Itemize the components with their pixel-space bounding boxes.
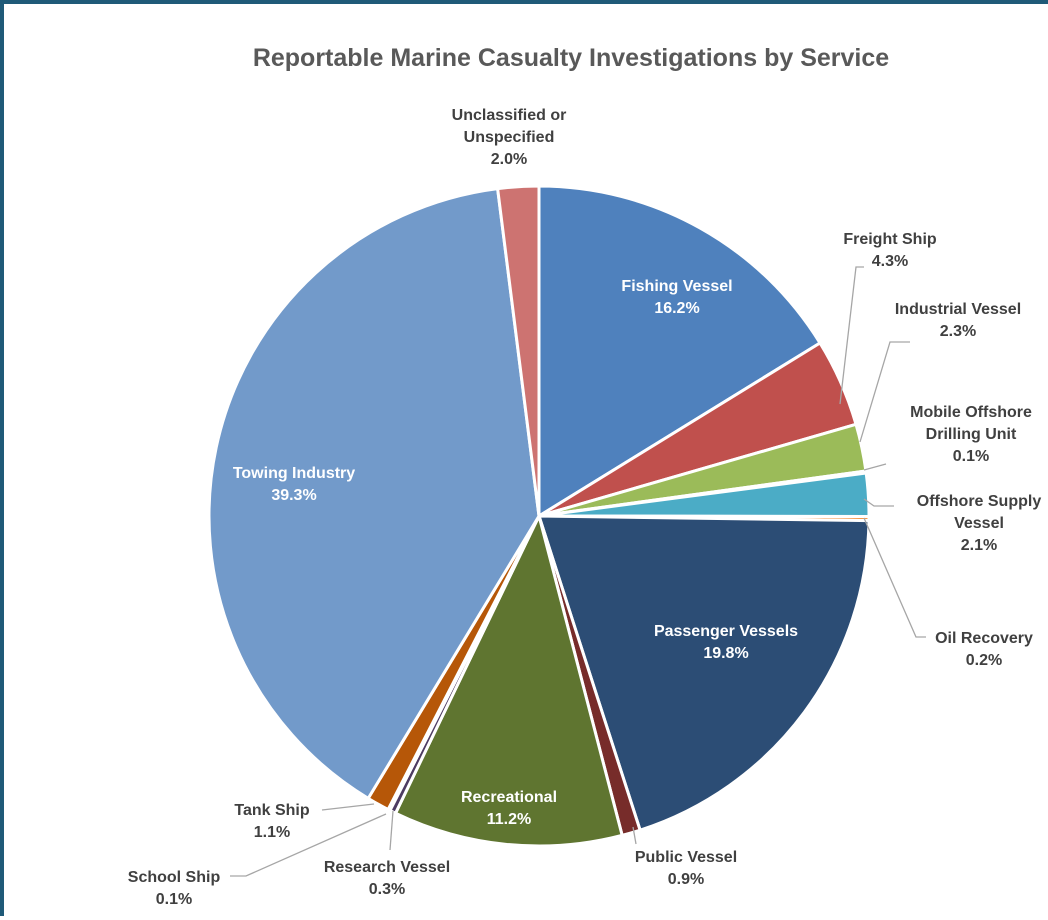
- slice-label-passenger-vessels: Passenger Vessels 19.8%: [654, 623, 798, 662]
- slice-label-industrial-vessel: Industrial Vessel 2.3%: [895, 301, 1021, 340]
- leader-line-freight-ship: [839, 266, 864, 405]
- leader-line-research-vessel: [389, 810, 394, 851]
- slice-label-towing-industry: Towing Industry 39.3%: [233, 465, 355, 504]
- pie-slice-towing-industry: [207, 187, 541, 800]
- leader-line-industrial-vessel: [859, 341, 910, 443]
- slice-labels: Fishing Vessel 16.2% Freight Ship 4.3% Indus…: [128, 107, 1042, 908]
- slice-label-school-ship: School Ship 0.1%: [128, 869, 221, 908]
- slice-label-offshore-supply-vessel: Offshore Supply Vessel 2.1%: [917, 493, 1042, 554]
- leader-line-offshore-supply-vessel: [863, 498, 894, 507]
- pie-slice-unclassified-or-unspecified: [496, 184, 541, 518]
- leader-line-school-ship: [230, 813, 387, 877]
- slice-label-mobile-offshore-drilling-unit: Mobile Offshore Drilling Unit 0.1%: [910, 404, 1032, 465]
- pie-slice-recreational: [394, 514, 624, 848]
- leader-line-oil-recovery: [863, 517, 926, 638]
- pie-slice-passenger-vessels: [537, 514, 871, 832]
- slice-label-public-vessel: Public Vessel 0.9%: [635, 849, 737, 888]
- slice-label-research-vessel: Research Vessel 0.3%: [324, 859, 450, 898]
- slice-label-fishing-vessel: Fishing Vessel 16.2%: [621, 278, 732, 317]
- pie-chart: Reportable Marine Casualty Investigation…: [128, 44, 1042, 908]
- leader-lines: [230, 266, 926, 877]
- slice-label-freight-ship: Freight Ship 4.3%: [843, 231, 937, 270]
- slice-label-unclassified-or-unspecified: Unclassified or Unspecified 2.0%: [452, 107, 567, 168]
- leader-line-mobile-offshore-drilling-unit: [863, 463, 887, 471]
- slice-label-oil-recovery: Oil Recovery 0.2%: [935, 630, 1033, 669]
- chart-title: Reportable Marine Casualty Investigation…: [253, 44, 889, 72]
- leader-line-tank-ship: [321, 803, 375, 811]
- leader-line-public-vessel: [632, 826, 637, 845]
- slice-label-recreational: Recreational 11.2%: [461, 789, 557, 828]
- slice-label-tank-ship: Tank Ship 1.1%: [234, 802, 309, 841]
- pie-slice-fishing-vessel: [537, 184, 822, 518]
- pie-slices: [207, 184, 871, 848]
